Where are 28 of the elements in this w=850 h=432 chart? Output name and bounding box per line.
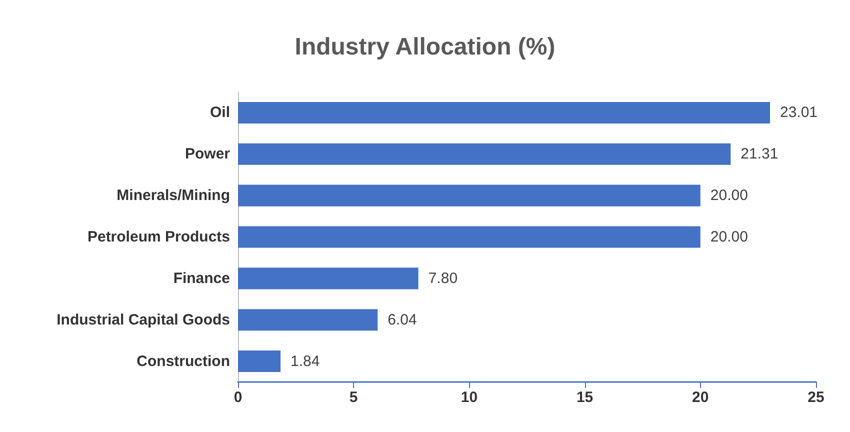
x-tick-label: 10	[460, 389, 478, 406]
chart-title: Industry Allocation (%)	[294, 34, 556, 60]
bar	[238, 350, 281, 372]
bar	[238, 226, 700, 248]
y-tick-label: Power	[184, 146, 230, 163]
data-label: 20.00	[710, 187, 748, 204]
bar	[238, 309, 378, 331]
bar	[238, 184, 700, 206]
x-tick-label: 15	[576, 389, 594, 406]
y-tick-label: Construction	[136, 352, 230, 370]
y-tick-label: Oil	[210, 104, 230, 122]
bar	[238, 143, 731, 165]
bar	[238, 268, 418, 290]
data-label: 7.80	[428, 270, 458, 287]
y-tick-label: Petroleum Products	[87, 228, 230, 246]
y-tick-label: Minerals/Mining	[116, 187, 230, 204]
x-tick-label: 0	[234, 389, 242, 406]
y-tick-label: Finance	[173, 270, 230, 287]
data-label: 20.00	[710, 228, 748, 246]
data-label: 1.84	[290, 352, 320, 370]
x-tick-label: 20	[692, 389, 709, 406]
data-label: 21.31	[740, 146, 778, 163]
bar	[238, 102, 770, 124]
x-tick-label: 5	[349, 389, 358, 406]
x-tick-label: 25	[808, 389, 824, 406]
data-label: 6.04	[388, 311, 417, 328]
data-label: 23.01	[780, 104, 818, 122]
y-tick-label: Industrial Capital Goods	[56, 311, 230, 328]
